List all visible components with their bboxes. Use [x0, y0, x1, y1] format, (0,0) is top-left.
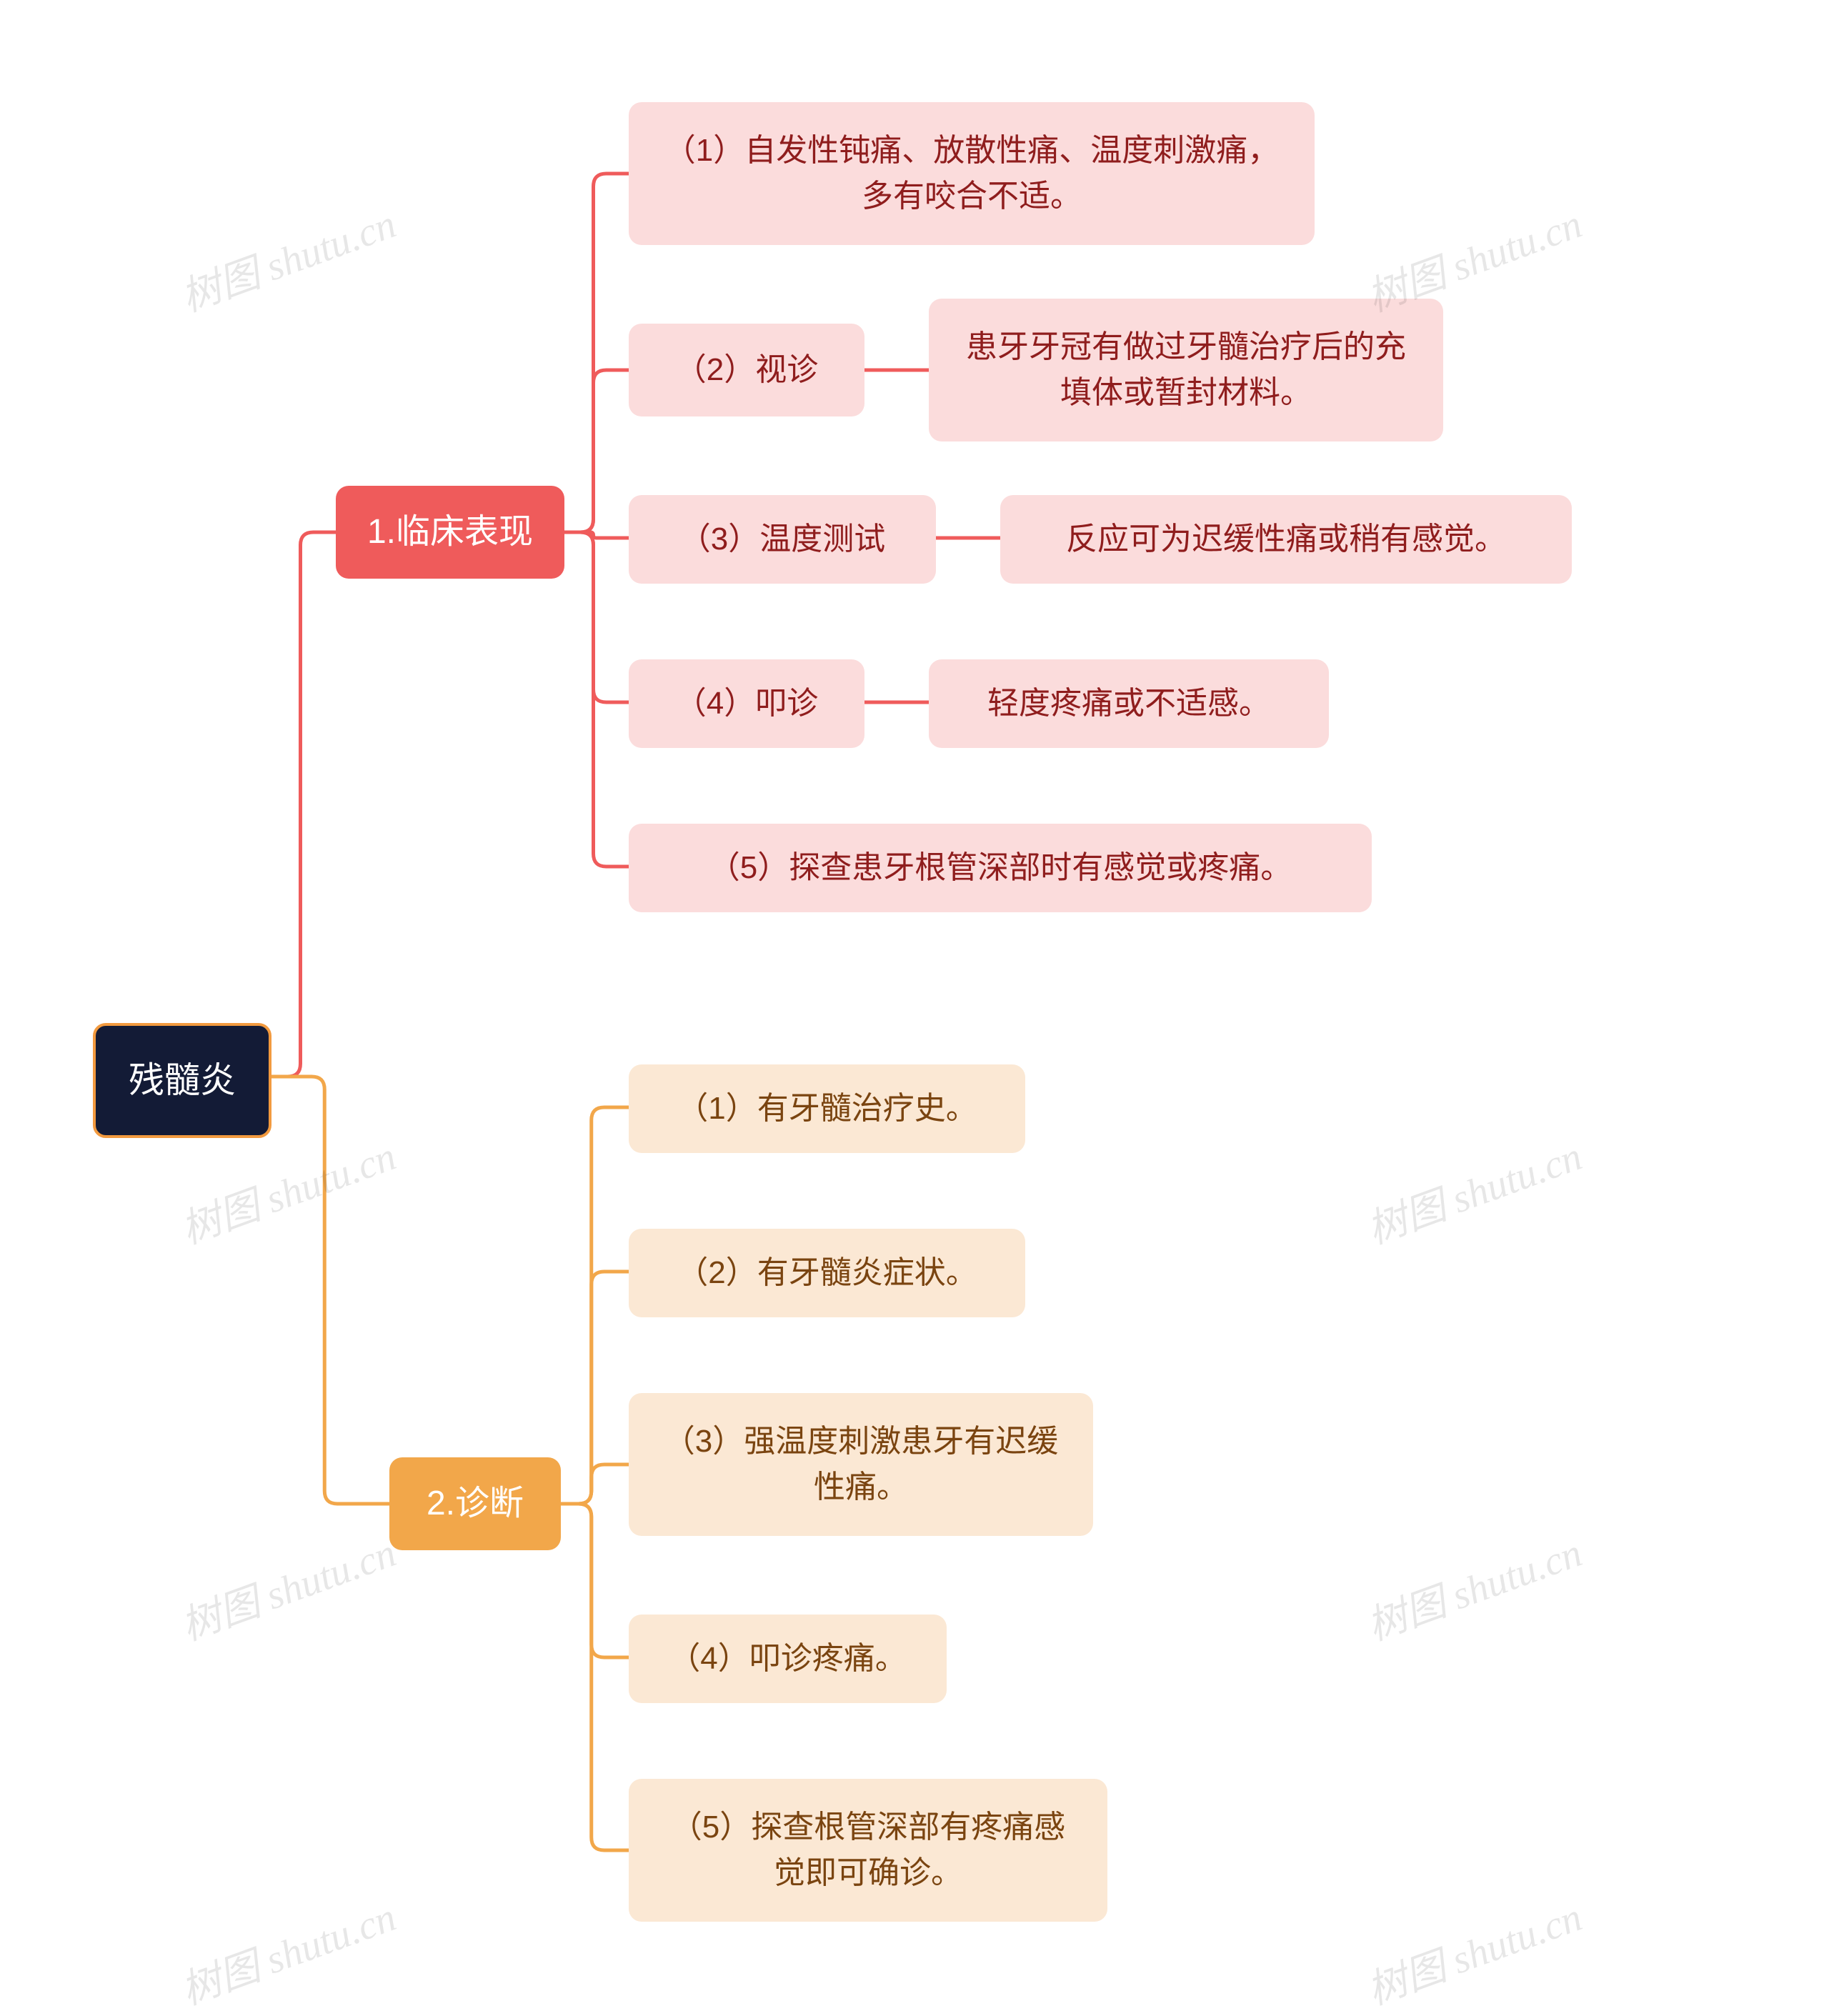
- leaf-diagnosis-4[interactable]: （4）叩诊疼痛。: [629, 1615, 947, 1703]
- leaf-label: （1）有牙髓治疗史。: [677, 1086, 977, 1132]
- branch-diagnosis-label: 2.诊断: [427, 1479, 524, 1529]
- leaf-label: 反应可为迟缓性痛或稍有感觉。: [1066, 517, 1506, 562]
- branch-clinical-label: 1.临床表现: [367, 507, 533, 557]
- leaf-label: （1）自发性钝痛、放散性痛、温度刺激痛，多有咬合不适。: [659, 128, 1285, 219]
- branch-diagnosis[interactable]: 2.诊断: [389, 1457, 561, 1550]
- leaf-label: 患牙牙冠有做过牙髓治疗后的充填体或暂封材料。: [959, 324, 1413, 416]
- leaf-label: （3）温度测试: [679, 517, 885, 562]
- branch-clinical[interactable]: 1.临床表现: [336, 486, 564, 579]
- watermark-text: 树图 shutu.cn: [172, 192, 403, 324]
- watermark-text: 树图 shutu.cn: [172, 1521, 403, 1652]
- leaf-clinical-4[interactable]: （4）叩诊: [629, 659, 864, 748]
- mindmap-canvas: 残髓炎 1.临床表现 （1）自发性钝痛、放散性痛、温度刺激痛，多有咬合不适。 （…: [0, 0, 1829, 2000]
- leaf-label: （2）视诊: [675, 347, 818, 393]
- root-node[interactable]: 残髓炎: [93, 1023, 271, 1138]
- watermark-text: 树图 shutu.cn: [1358, 1521, 1589, 1652]
- watermark-text: 树图 shutu.cn: [1358, 1885, 1589, 2016]
- leaf-clinical-1[interactable]: （1）自发性钝痛、放散性痛、温度刺激痛，多有咬合不适。: [629, 102, 1315, 245]
- leaf-diagnosis-2[interactable]: （2）有牙髓炎症状。: [629, 1229, 1025, 1317]
- watermark-text: 树图 shutu.cn: [172, 1124, 403, 1256]
- leaf-label: （3）强温度刺激患牙有迟缓性痛。: [659, 1419, 1063, 1510]
- leaf-label: （4）叩诊疼痛。: [669, 1636, 906, 1682]
- leaf-label: （5）探查患牙根管深部时有感觉或疼痛。: [709, 845, 1292, 891]
- leaf-clinical-2[interactable]: （2）视诊: [629, 324, 864, 416]
- leaf-diagnosis-3[interactable]: （3）强温度刺激患牙有迟缓性痛。: [629, 1393, 1093, 1536]
- leaf-diagnosis-5[interactable]: （5）探查根管深部有疼痛感觉即可确诊。: [629, 1779, 1107, 1922]
- watermark-text: 树图 shutu.cn: [1358, 1124, 1589, 1256]
- leaf-diagnosis-1[interactable]: （1）有牙髓治疗史。: [629, 1064, 1025, 1153]
- root-label: 残髓炎: [129, 1054, 236, 1107]
- leaf-clinical-4-sub[interactable]: 轻度疼痛或不适感。: [929, 659, 1329, 748]
- leaf-clinical-5[interactable]: （5）探查患牙根管深部时有感觉或疼痛。: [629, 824, 1372, 912]
- leaf-clinical-2-sub[interactable]: 患牙牙冠有做过牙髓治疗后的充填体或暂封材料。: [929, 299, 1443, 441]
- leaf-label: （2）有牙髓炎症状。: [677, 1250, 977, 1296]
- watermark-text: 树图 shutu.cn: [172, 1885, 403, 2016]
- leaf-label: 轻度疼痛或不适感。: [987, 681, 1270, 727]
- leaf-label: （4）叩诊: [675, 681, 818, 727]
- leaf-clinical-3-sub[interactable]: 反应可为迟缓性痛或稍有感觉。: [1000, 495, 1572, 584]
- leaf-label: （5）探查根管深部有疼痛感觉即可确诊。: [659, 1805, 1077, 1896]
- leaf-clinical-3[interactable]: （3）温度测试: [629, 495, 936, 584]
